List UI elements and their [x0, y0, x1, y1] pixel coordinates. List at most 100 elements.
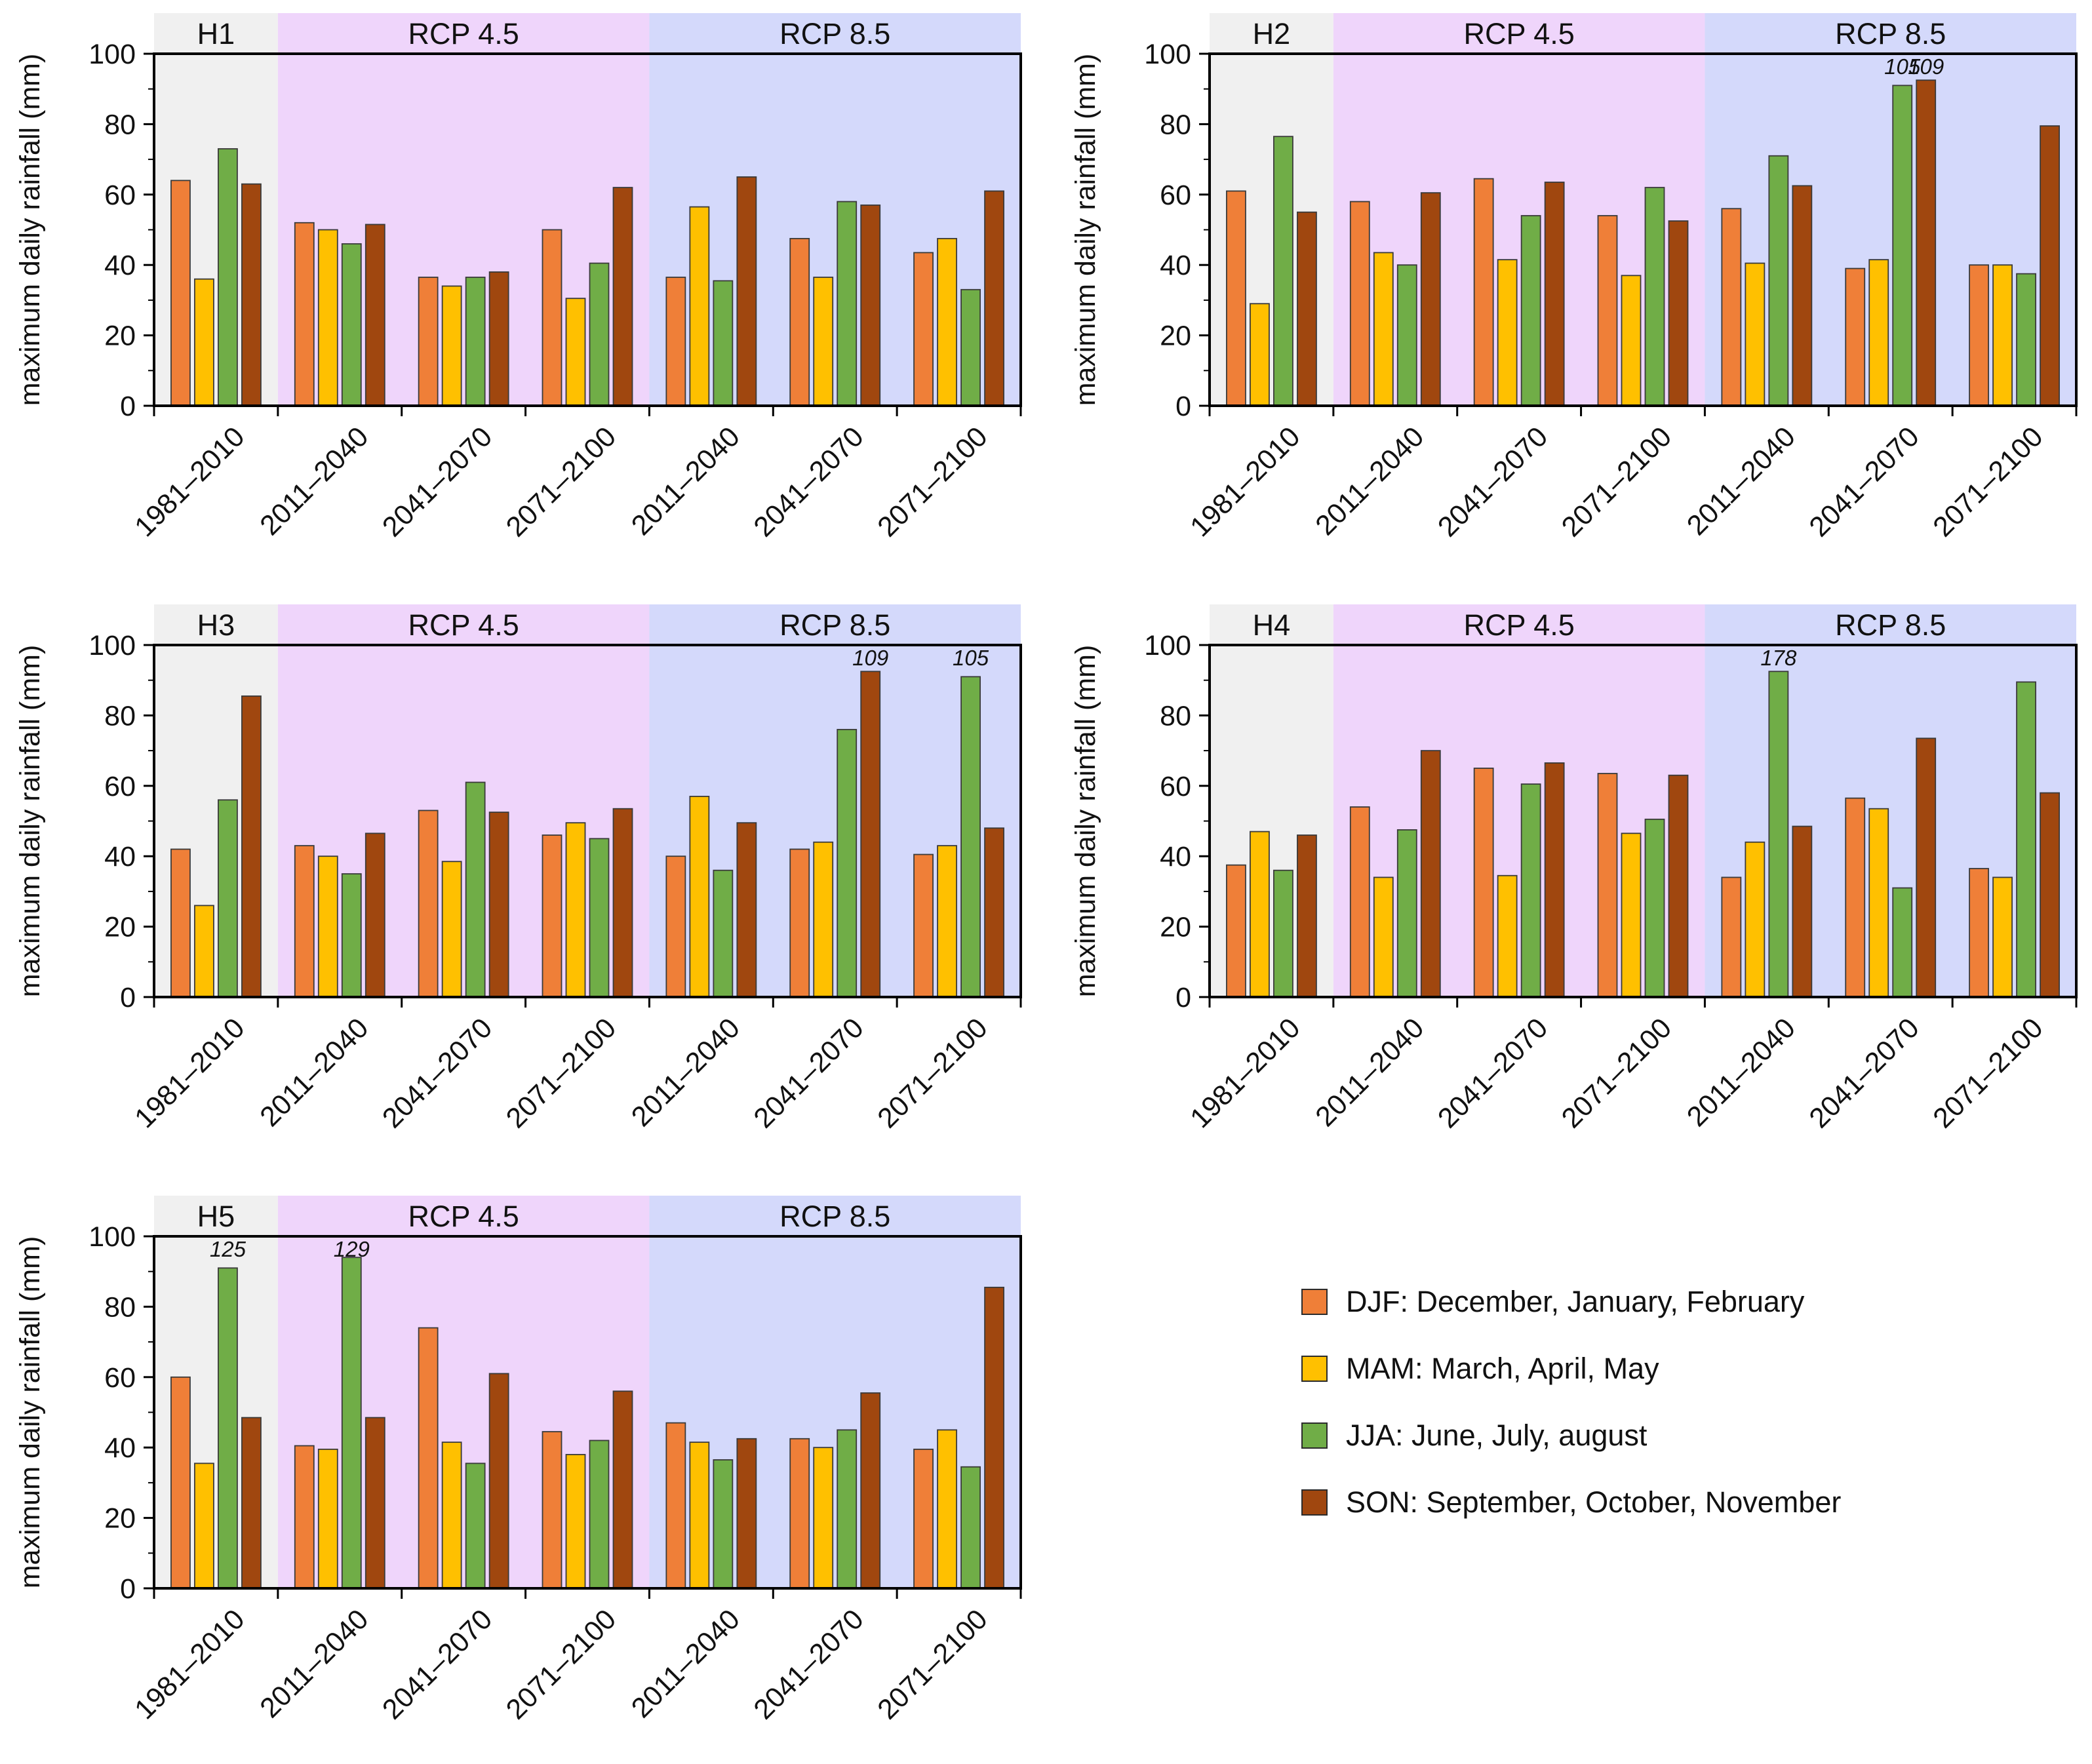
y-tick-label: 20 [1160, 321, 1191, 352]
legend-item-djf: DJF: December, January, February [1301, 1268, 2055, 1335]
bar-djf-1 [294, 845, 315, 998]
bar-son-6 [984, 1286, 1004, 1589]
bar-mam-2 [441, 285, 462, 406]
bar-djf-3 [542, 834, 562, 998]
x-tick-label-1: 2011–2040 [1309, 421, 1430, 541]
bar-son-6 [984, 190, 1004, 406]
y-tick-label: 100 [1144, 630, 1191, 661]
group-background-rcp-4-5 [277, 1236, 650, 1588]
data-label-0: 105 [1884, 54, 1921, 79]
group-background-rcp-4-5 [1333, 645, 1705, 997]
bar-son-4 [736, 176, 757, 406]
group-header-h1 [154, 13, 278, 54]
data-label-1: 105 [953, 646, 989, 670]
x-tick-label-5: 2041–2070 [1804, 1012, 1925, 1134]
bar-son-4 [1792, 825, 1813, 998]
y-tick-label: 100 [1144, 39, 1191, 70]
bar-djf-0 [1226, 190, 1246, 406]
bar-djf-6 [1969, 868, 1989, 998]
bar-mam-4 [689, 1441, 710, 1589]
bar-jja-3 [1644, 818, 1665, 998]
x-tick-label-3: 2071–2100 [500, 421, 622, 543]
y-tick-label: 80 [104, 109, 136, 140]
group-background-rcp-8-5 [649, 645, 1021, 997]
bar-jja-2 [1520, 215, 1541, 406]
x-tick-label-5: 2041–2070 [1804, 421, 1925, 543]
bar-son-0 [241, 1417, 262, 1589]
bar-djf-3 [542, 1431, 562, 1589]
x-tick-label-3: 2071–2100 [500, 1012, 622, 1134]
group-label-rcp-4-5: RCP 4.5 [1464, 608, 1575, 642]
bar-son-4 [1792, 185, 1813, 406]
bar-jja-6 [960, 676, 981, 998]
group-label-rcp-4-5: RCP 4.5 [1464, 17, 1575, 50]
bar-jja-3 [589, 1440, 610, 1589]
bar-djf-2 [418, 277, 439, 406]
bar-son-5 [860, 671, 881, 998]
group-background-rcp-4-5 [277, 645, 650, 997]
bar-jja-6 [2016, 681, 2036, 998]
bar-mam-0 [194, 278, 214, 406]
panel-title: H4 [1253, 608, 1291, 642]
group-header-rcp-4-5 [277, 1196, 650, 1236]
bar-mam-2 [1497, 259, 1518, 406]
bar-jja-5 [837, 1429, 858, 1589]
group-header-rcp-8-5 [1705, 604, 2076, 645]
group-label-rcp-4-5: RCP 4.5 [408, 608, 519, 642]
panel-title: H2 [1253, 17, 1291, 50]
bar-son-5 [860, 205, 881, 406]
bar-mam-5 [1868, 259, 1889, 406]
bar-mam-1 [1373, 252, 1394, 406]
x-tick-label-3: 2071–2100 [1556, 421, 1678, 543]
bar-djf-4 [665, 855, 686, 998]
bar-djf-5 [789, 1438, 810, 1589]
x-tick-label-6: 2071–2100 [872, 421, 994, 543]
y-tick-label: 60 [1160, 180, 1191, 211]
bar-mam-1 [1373, 876, 1394, 998]
y-axis-title: maximum daily rainfall (mm) [1070, 54, 1101, 406]
y-axis-title: maximum daily rainfall (mm) [1070, 645, 1101, 998]
bar-mam-4 [1745, 262, 1766, 406]
x-tick-label-4: 2011–2040 [1681, 1012, 1802, 1133]
legend-label-djf: DJF: December, January, February [1346, 1285, 1805, 1318]
group-background-rcp-4-5 [1333, 54, 1705, 406]
group-label-rcp-8-5: RCP 8.5 [1835, 17, 1946, 50]
group-header-h4 [1210, 604, 1333, 645]
bar-mam-1 [317, 229, 338, 406]
bar-djf-6 [913, 252, 934, 406]
x-tick-label-1: 2011–2040 [254, 421, 374, 541]
bar-djf-4 [665, 1422, 686, 1589]
bar-jja-6 [960, 288, 981, 406]
x-tick-label-2: 2041–2070 [376, 1012, 498, 1134]
legend-label-mam: MAM: March, April, May [1346, 1352, 1659, 1385]
bar-son-1 [1420, 750, 1441, 998]
x-tick-label-3: 2071–2100 [500, 1603, 622, 1725]
y-tick-label: 40 [104, 250, 136, 281]
x-tick-label-2: 2041–2070 [1432, 1012, 1554, 1134]
legend-swatch-jja [1301, 1422, 1328, 1449]
bar-djf-6 [913, 853, 934, 998]
group-header-rcp-8-5 [649, 604, 1021, 645]
bar-jja-2 [465, 781, 486, 998]
y-tick-label: 80 [1160, 109, 1191, 140]
bar-mam-0 [1250, 303, 1270, 406]
bar-son-3 [1668, 774, 1689, 998]
y-tick-label: 80 [104, 1291, 136, 1323]
bar-djf-6 [1969, 264, 1989, 406]
bar-jja-3 [589, 262, 610, 406]
y-tick-label: 80 [1160, 700, 1191, 732]
x-tick-label-0: 1981–2010 [128, 1603, 250, 1725]
bar-jja-1 [341, 873, 362, 998]
bar-djf-4 [1721, 876, 1742, 998]
x-tick-label-1: 2011–2040 [1309, 1012, 1430, 1133]
x-tick-label-0: 1981–2010 [128, 1012, 250, 1134]
bar-mam-0 [194, 1462, 214, 1589]
y-tick-label: 60 [1160, 771, 1191, 802]
bar-djf-0 [170, 180, 191, 406]
bar-djf-2 [418, 810, 439, 998]
bar-son-0 [241, 183, 262, 406]
x-tick-label-2: 2041–2070 [376, 421, 498, 543]
